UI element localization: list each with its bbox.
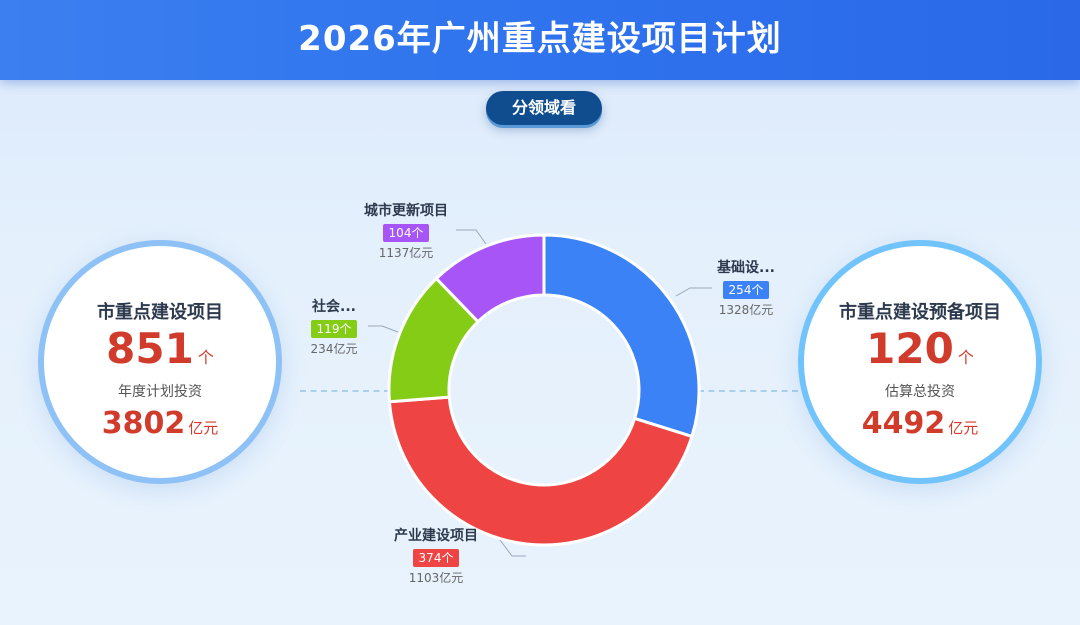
kpi-count-value: 120 <box>866 324 954 373</box>
leader-infrastructure <box>675 287 712 297</box>
divider-right <box>698 390 798 392</box>
slice-name: 产业建设项目 <box>394 528 478 544</box>
slice-investment: 234亿元 <box>310 342 358 356</box>
leader-urban-renewal <box>456 229 487 245</box>
kpi-title: 市重点建设项目 <box>97 302 223 323</box>
kpi-sub-label: 估算总投资 <box>885 384 955 400</box>
slice-count-badge: 254个 <box>722 281 770 299</box>
slice-name: 基础设... <box>717 260 775 276</box>
tab-by-sector[interactable]: 分领域看 <box>486 91 602 125</box>
kpi-count: 851 个 <box>44 324 276 373</box>
label-urban-renewal: 城市更新项目 104个 1137亿元 <box>336 200 476 261</box>
label-social: 社会... 119个 234亿元 <box>264 296 404 357</box>
kpi-key-projects: 市重点建设项目 851 个 年度计划投资 3802 亿元 <box>38 240 282 484</box>
label-industry: 产业建设项目 374个 1103亿元 <box>366 525 506 586</box>
slice-urban-renewal[interactable] <box>434 233 546 324</box>
slice-investment: 1328亿元 <box>718 303 774 317</box>
page-title: 2026年广州重点建设项目计划 <box>298 19 782 59</box>
kpi-investment-unit: 亿元 <box>188 419 219 437</box>
slice-investment: 1103亿元 <box>408 571 464 585</box>
header-bar <box>0 0 1080 80</box>
kpi-reserve-projects: 市重点建设预备项目 120 个 估算总投资 4492 亿元 <box>798 240 1042 484</box>
slice-name: 城市更新项目 <box>364 203 448 219</box>
kpi-investment-value: 3802 <box>101 406 186 441</box>
kpi-count-value: 851 <box>106 324 194 373</box>
slice-count-badge: 104个 <box>382 224 430 242</box>
leader-social <box>368 325 399 333</box>
kpi-count: 120 个 <box>804 324 1036 373</box>
leader-industry <box>499 539 526 557</box>
kpi-sub-label: 年度计划投资 <box>118 384 202 400</box>
slice-infrastructure[interactable] <box>542 233 701 438</box>
kpi-count-unit: 个 <box>957 348 974 367</box>
kpi-title: 市重点建设预备项目 <box>839 302 1001 323</box>
kpi-investment-value: 4492 <box>861 406 946 441</box>
kpi-investment: 3802 亿元 <box>44 406 276 441</box>
slice-count-badge: 374个 <box>412 549 460 567</box>
slice-name: 社会... <box>312 299 356 315</box>
kpi-count-unit: 个 <box>197 348 214 367</box>
label-infrastructure: 基础设... 254个 1328亿元 <box>676 257 816 318</box>
divider-left <box>300 390 390 392</box>
slice-count-badge: 119个 <box>310 320 358 338</box>
kpi-investment: 4492 亿元 <box>804 406 1036 441</box>
kpi-investment-unit: 亿元 <box>948 419 979 437</box>
slice-industry[interactable] <box>387 395 694 547</box>
slice-investment: 1137亿元 <box>378 246 434 260</box>
